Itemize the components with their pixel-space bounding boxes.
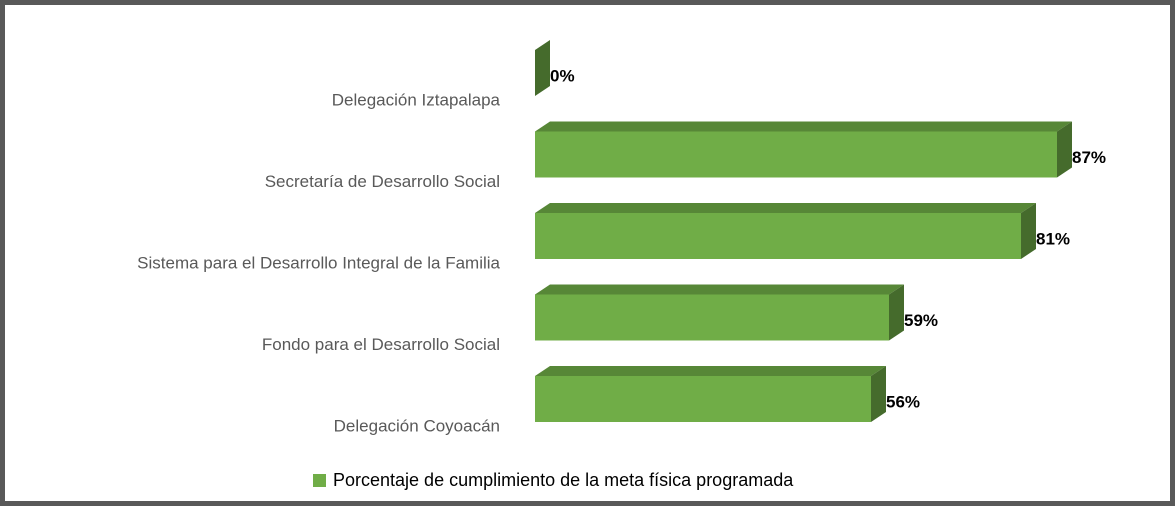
bar-top (535, 121, 1072, 132)
category-label: Fondo para el Desarrollo Social (262, 335, 500, 354)
legend-swatch (313, 474, 326, 487)
bar (535, 366, 886, 422)
bar-front (535, 376, 871, 422)
value-label: 56% (886, 392, 920, 411)
legend-label: Porcentaje de cumplimiento de la meta fí… (333, 470, 794, 490)
value-label: 81% (1036, 229, 1070, 248)
bar-side (871, 366, 886, 422)
bar-side (1057, 121, 1072, 178)
bar-top (535, 284, 904, 295)
bar-side (535, 40, 550, 96)
bar-top (535, 203, 1036, 213)
value-label: 87% (1072, 148, 1106, 167)
bar (535, 284, 904, 341)
category-label: Delegación Iztapalapa (332, 90, 501, 109)
value-label: 0% (550, 66, 575, 85)
value-label: 59% (904, 311, 938, 330)
category-label: Sistema para el Desarrollo Integral de l… (137, 253, 500, 272)
bar-front (535, 213, 1021, 259)
bar (535, 40, 550, 96)
bar-side (1021, 203, 1036, 259)
bar (535, 203, 1036, 259)
bar (535, 121, 1072, 178)
bar-side (889, 284, 904, 341)
category-label: Secretaría de Desarrollo Social (265, 172, 500, 191)
category-label: Delegación Coyoacán (334, 416, 500, 435)
bar-top (535, 366, 886, 376)
bar-front (535, 294, 889, 341)
bar-front (535, 131, 1057, 178)
